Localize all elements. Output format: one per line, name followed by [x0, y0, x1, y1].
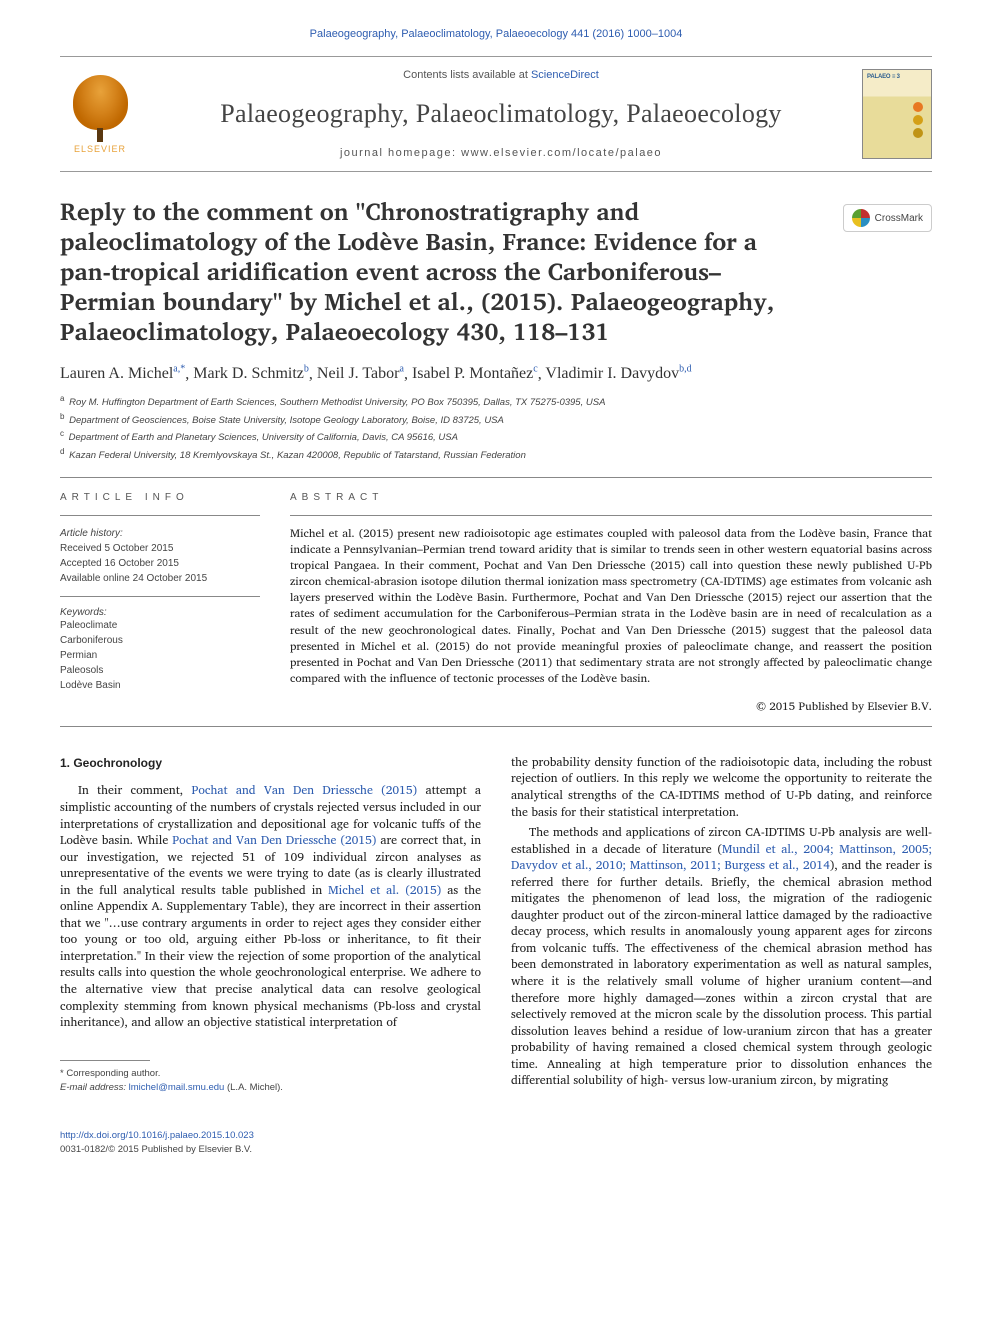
issue-citation-line: Palaeogeography, Palaeoclimatology, Pala… — [60, 28, 932, 40]
doi-link[interactable]: http://dx.doi.org/10.1016/j.palaeo.2015.… — [60, 1129, 932, 1143]
author-list: Lauren A. Michela,*, Mark D. Schmitzb, N… — [60, 364, 932, 383]
cover-dot-icon — [913, 128, 923, 138]
sciencedirect-link[interactable]: ScienceDirect — [531, 69, 599, 81]
header-center: Contents lists available at ScienceDirec… — [140, 69, 862, 159]
keyword: Lodève Basin — [60, 678, 260, 693]
page-footer: http://dx.doi.org/10.1016/j.palaeo.2015.… — [60, 1129, 932, 1158]
abstract-heading: ABSTRACT — [290, 492, 932, 503]
journal-header: ELSEVIER Contents lists available at Sci… — [60, 56, 932, 172]
crossmark-icon — [852, 209, 870, 227]
abstract-text: Michel et al. (2015) present new radiois… — [290, 526, 932, 687]
elsevier-label: ELSEVIER — [74, 144, 126, 154]
affiliation: d Kazan Federal University, 18 Kremlyovs… — [60, 446, 932, 463]
affiliation: a Roy M. Huffington Department of Earth … — [60, 393, 932, 410]
author: Mark D. Schmitzb — [193, 365, 309, 382]
body-paragraph: In their comment, Pochat and Van Den Dri… — [60, 783, 481, 1031]
contents-available-line: Contents lists available at ScienceDirec… — [140, 69, 862, 81]
affiliation: c Department of Earth and Planetary Scie… — [60, 428, 932, 445]
history-label: Article history: — [60, 526, 260, 541]
corresponding-author-footnote: * Corresponding author. E-mail address: … — [60, 1067, 481, 1096]
body-two-column: 1. Geochronology In their comment, Pocha… — [60, 755, 932, 1095]
author: Vladimir I. Davydovb,d — [545, 365, 691, 382]
email-label: E-mail address: — [60, 1082, 126, 1093]
cover-dot-icon — [913, 115, 923, 125]
corresponding-label: * Corresponding author. — [60, 1067, 481, 1081]
contents-prefix: Contents lists available at — [403, 69, 531, 81]
section-1-heading: 1. Geochronology — [60, 755, 481, 772]
email-author-name: (L.A. Michel). — [227, 1082, 283, 1093]
accepted-date: Accepted 16 October 2015 — [60, 556, 260, 571]
body-paragraph: the probability density function of the … — [511, 755, 932, 821]
info-divider — [60, 515, 260, 516]
body-text: as the online Appendix A. Supplementary … — [60, 881, 481, 1032]
journal-name: Palaeogeography, Palaeoclimatology, Pala… — [140, 99, 862, 129]
body-text: ), and the reader is referred there for … — [511, 856, 932, 1090]
article-title: Reply to the comment on "Chronostratigra… — [60, 196, 932, 346]
abstract-column: ABSTRACT Michel et al. (2015) present ne… — [290, 492, 932, 716]
cover-decorative-dots — [913, 102, 923, 138]
received-date: Received 5 October 2015 — [60, 541, 260, 556]
keyword: Paleosols — [60, 663, 260, 678]
journal-cover-thumbnail: PALAEO ≡ 3 — [862, 69, 932, 159]
article-info-heading: ARTICLE INFO — [60, 492, 260, 503]
author: Lauren A. Michela,* — [60, 365, 185, 382]
abstract-divider — [290, 515, 932, 516]
cover-dot-icon — [913, 102, 923, 112]
cover-thumb-title: PALAEO ≡ 3 — [867, 74, 927, 80]
article-info-column: ARTICLE INFO Article history: Received 5… — [60, 492, 260, 716]
crossmark-label: CrossMark — [875, 213, 923, 224]
keywords-label: Keywords: — [60, 607, 260, 618]
abstract-copyright: © 2015 Published by Elsevier B.V. — [290, 697, 932, 716]
info-divider — [60, 596, 260, 597]
author: Isabel P. Montañezc — [412, 365, 538, 382]
keyword: Permian — [60, 648, 260, 663]
author: Neil J. Tabora — [317, 365, 404, 382]
info-abstract-row: ARTICLE INFO Article history: Received 5… — [60, 492, 932, 716]
corresponding-email-line: E-mail address: lmichel@mail.smu.edu (L.… — [60, 1081, 481, 1095]
keywords-list: PaleoclimateCarboniferousPermianPaleosol… — [60, 618, 260, 693]
online-date: Available online 24 October 2015 — [60, 571, 260, 586]
crossmark-badge[interactable]: CrossMark — [843, 204, 932, 232]
elsevier-tree-icon — [73, 75, 128, 130]
section-divider — [60, 726, 932, 727]
keyword: Paleoclimate — [60, 618, 260, 633]
body-paragraph: The methods and applications of zircon C… — [511, 825, 932, 1090]
affiliation: b Department of Geosciences, Boise State… — [60, 411, 932, 428]
body-column-left: 1. Geochronology In their comment, Pocha… — [60, 755, 481, 1095]
email-link[interactable]: lmichel@mail.smu.edu — [129, 1082, 225, 1093]
section-divider — [60, 477, 932, 478]
footnote-divider — [60, 1060, 150, 1061]
journal-homepage-line: journal homepage: www.elsevier.com/locat… — [140, 147, 862, 159]
issn-copyright: 0031-0182/© 2015 Published by Elsevier B… — [60, 1143, 932, 1157]
article-history-block: Article history: Received 5 October 2015… — [60, 526, 260, 586]
affiliation-list: a Roy M. Huffington Department of Earth … — [60, 393, 932, 463]
keyword: Carboniferous — [60, 633, 260, 648]
elsevier-logo: ELSEVIER — [60, 69, 140, 159]
body-column-right: the probability density function of the … — [511, 755, 932, 1095]
